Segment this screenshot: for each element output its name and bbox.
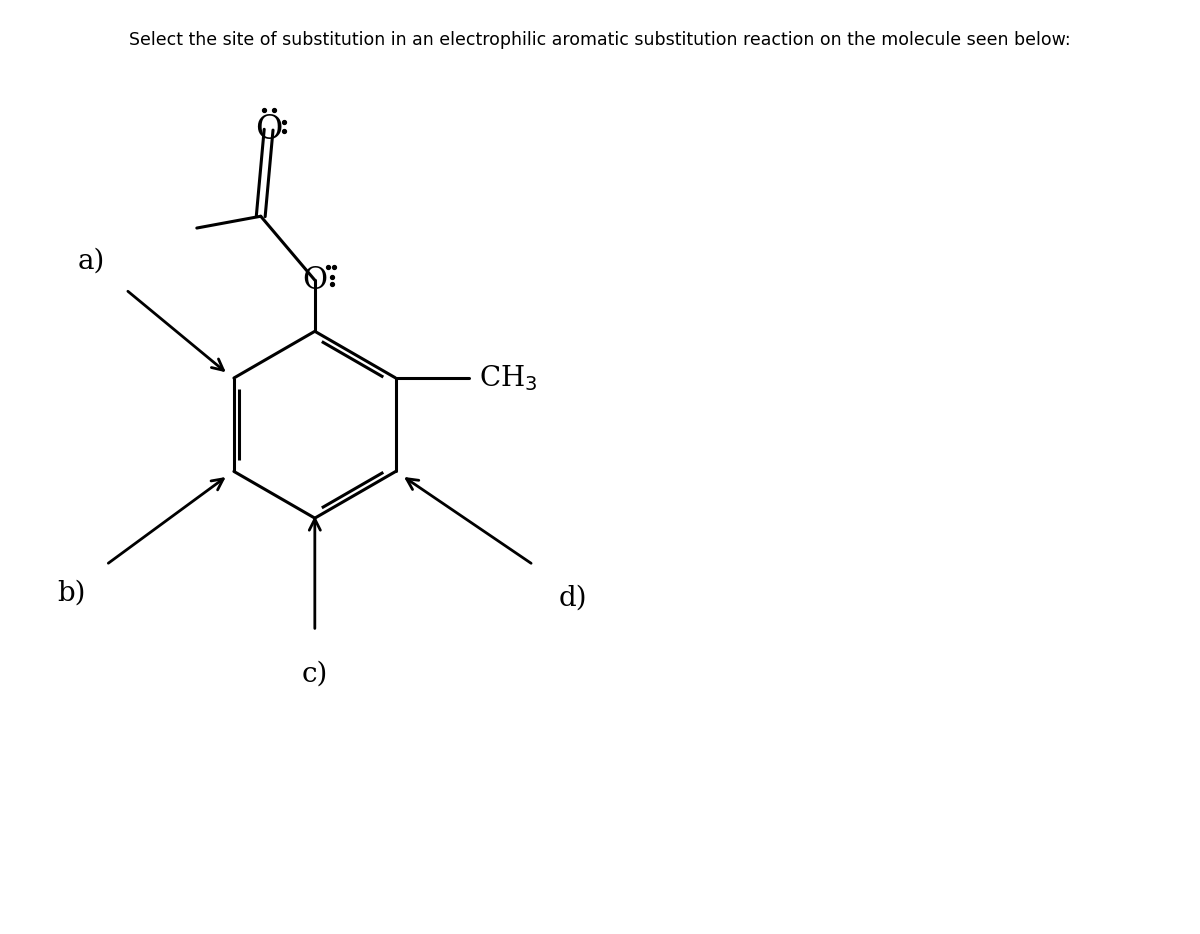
Text: Select the site of substitution in an electrophilic aromatic substitution reacti: Select the site of substitution in an el… xyxy=(130,32,1070,50)
Text: O: O xyxy=(302,264,328,296)
Text: d): d) xyxy=(558,585,587,612)
Text: b): b) xyxy=(58,580,86,606)
Text: a): a) xyxy=(78,248,106,275)
Text: CH$_3$: CH$_3$ xyxy=(479,363,538,393)
Text: c): c) xyxy=(301,660,328,687)
Text: O: O xyxy=(254,114,282,146)
